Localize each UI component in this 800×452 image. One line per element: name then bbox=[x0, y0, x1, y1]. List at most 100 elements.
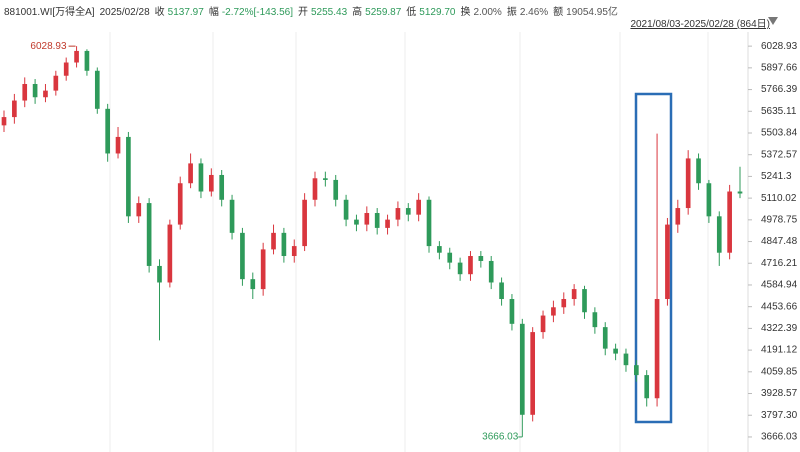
candle-body bbox=[634, 365, 639, 376]
candle-body bbox=[22, 84, 28, 101]
candle-body bbox=[312, 178, 318, 200]
field-label: 低 bbox=[406, 7, 417, 18]
candle-body bbox=[136, 203, 142, 217]
candle-body bbox=[146, 203, 152, 266]
candle-body bbox=[302, 199, 307, 247]
candle-body bbox=[592, 312, 598, 328]
y-tick-label: 5372.57 bbox=[761, 149, 798, 160]
candle-body bbox=[644, 375, 650, 399]
y-tick-label: 5241.3 bbox=[761, 171, 792, 182]
candle-body bbox=[157, 265, 162, 283]
y-tick-label: 4716.21 bbox=[761, 258, 798, 269]
max-label: 6028.93 bbox=[30, 41, 67, 52]
candle-body bbox=[385, 219, 390, 228]
candle-body bbox=[333, 179, 339, 200]
candle-body bbox=[519, 323, 525, 415]
candle-body bbox=[468, 256, 473, 275]
candle-body bbox=[405, 208, 411, 215]
y-tick-label: 3928.57 bbox=[761, 388, 798, 399]
candle-body bbox=[271, 232, 276, 250]
candle-body bbox=[416, 199, 421, 215]
y-tick-label: 4453.66 bbox=[761, 301, 798, 312]
date-range[interactable]: 2021/08/03-2025/02/28 (864日) bbox=[630, 19, 770, 30]
candle-body bbox=[32, 84, 38, 98]
y-tick-label: 4322.39 bbox=[761, 323, 798, 334]
candle-body bbox=[74, 50, 79, 63]
y-tick-label: 5635.11 bbox=[761, 106, 797, 117]
candle-body bbox=[582, 289, 587, 313]
candle-body bbox=[219, 174, 225, 200]
candle-body bbox=[94, 70, 100, 109]
candle-body bbox=[250, 279, 256, 290]
candle-body bbox=[685, 158, 691, 209]
field-label: 高 bbox=[352, 7, 363, 18]
field-value: 5129.70 bbox=[419, 7, 456, 18]
candle-body bbox=[208, 174, 214, 192]
highlight-box bbox=[634, 92, 673, 424]
field-value: -2.72%[-143.56] bbox=[221, 7, 293, 18]
y-tick-label: 4584.94 bbox=[761, 280, 798, 291]
field-label: 开 bbox=[297, 7, 308, 18]
candle-body bbox=[499, 282, 504, 300]
y-tick-label: 6028.93 bbox=[761, 41, 798, 52]
candle-body bbox=[229, 199, 235, 233]
candle-body bbox=[530, 332, 536, 415]
field-value: 2.46% bbox=[519, 7, 549, 18]
candle-body bbox=[602, 327, 608, 349]
candle-body bbox=[447, 252, 453, 263]
field-value: 5137.97 bbox=[167, 7, 204, 18]
candle-body bbox=[12, 100, 17, 118]
vertical-grid bbox=[109, 32, 709, 452]
y-tick-label: 4191.12 bbox=[761, 345, 798, 356]
y-tick-label: 3666.03 bbox=[761, 432, 798, 443]
y-tick-label: 3797.30 bbox=[761, 410, 798, 421]
candle-body bbox=[540, 315, 546, 333]
y-tick-label: 5110.02 bbox=[761, 193, 797, 204]
field-value: 5255.43 bbox=[310, 7, 348, 18]
candle-body bbox=[240, 232, 245, 280]
candle-body bbox=[665, 224, 670, 300]
candle-body bbox=[437, 246, 442, 253]
field-label: 收 bbox=[154, 7, 165, 18]
min-label: 3666.03 bbox=[482, 432, 519, 443]
candle-body bbox=[281, 232, 287, 257]
y-tick-label: 5503.84 bbox=[761, 128, 798, 139]
candle-body bbox=[374, 213, 380, 228]
candle-body bbox=[63, 62, 69, 76]
candle-body bbox=[364, 213, 370, 225]
candle-body bbox=[509, 299, 515, 324]
field-value: 5259.87 bbox=[365, 7, 402, 18]
dropdown-arrow[interactable] bbox=[768, 17, 778, 25]
candle-body bbox=[623, 353, 629, 366]
index-code: 881001.WI[万得全A] bbox=[4, 7, 95, 18]
candle-body bbox=[613, 348, 618, 354]
candle-body bbox=[84, 50, 90, 71]
candle-body bbox=[696, 158, 701, 184]
candle-body bbox=[426, 199, 432, 247]
candle-body bbox=[343, 199, 349, 220]
candle-body bbox=[478, 256, 484, 261]
y-tick-label: 5897.66 bbox=[761, 62, 798, 73]
candle-body bbox=[198, 163, 204, 192]
candle-body bbox=[354, 219, 359, 225]
candle-body bbox=[561, 299, 567, 308]
candle-body bbox=[706, 183, 712, 217]
candle-body bbox=[323, 178, 328, 180]
y-tick-label: 5766.39 bbox=[761, 84, 798, 95]
candle-body bbox=[457, 262, 463, 275]
candle-body bbox=[260, 249, 266, 290]
candle-body bbox=[654, 299, 660, 399]
field-value: 19054.95亿 bbox=[566, 7, 618, 18]
candle-body bbox=[1, 117, 7, 126]
candle-body bbox=[126, 136, 131, 217]
candle-body bbox=[53, 75, 59, 91]
candle-body bbox=[115, 136, 121, 154]
candle-body bbox=[551, 307, 556, 316]
candle-body bbox=[727, 191, 732, 253]
y-tick-label: 4978.75 bbox=[761, 214, 798, 225]
candle-body bbox=[291, 246, 297, 257]
field-label: 振 bbox=[506, 7, 517, 18]
field-label: 幅 bbox=[208, 7, 219, 18]
candle-body bbox=[105, 108, 110, 154]
